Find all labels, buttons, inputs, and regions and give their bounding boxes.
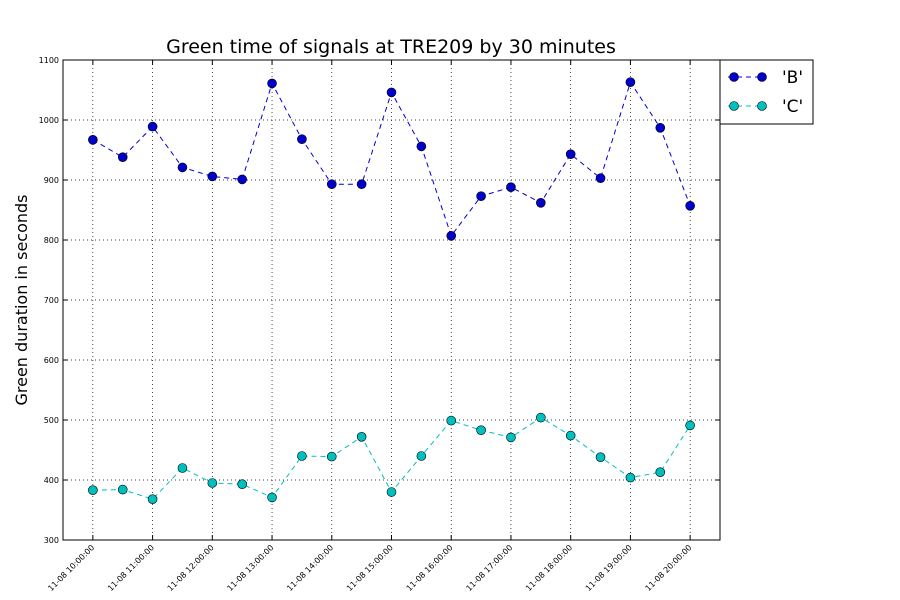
data-point — [267, 78, 277, 89]
data-point — [685, 201, 695, 211]
data-point — [117, 484, 128, 495]
data-point — [237, 174, 247, 185]
data-point — [655, 123, 666, 133]
data-point — [207, 478, 218, 488]
legend-marker — [757, 72, 767, 82]
x-tick-label: 11-08 10:00:00 — [46, 543, 96, 593]
data-point — [595, 452, 606, 463]
data-point — [267, 492, 277, 503]
chart-title: Green time of signals at TRE209 by 30 mi… — [166, 36, 616, 58]
y-tick-label: 700 — [44, 296, 59, 305]
series-group — [88, 77, 695, 505]
data-point — [655, 467, 666, 478]
data-point — [506, 432, 516, 443]
y-tick-label: 1100 — [39, 56, 59, 65]
y-tick-label: 800 — [44, 236, 59, 245]
x-tick-label: 11-08 12:00:00 — [166, 543, 216, 593]
y-tick-label: 300 — [44, 536, 59, 545]
data-point — [386, 87, 397, 98]
data-point — [147, 121, 158, 132]
data-point — [147, 494, 158, 505]
x-tick-label: 11-08 20:00:00 — [644, 543, 694, 593]
data-point — [88, 485, 98, 496]
data-point — [625, 472, 636, 483]
data-point — [446, 415, 457, 426]
data-point — [536, 412, 546, 423]
data-point — [237, 479, 247, 490]
data-point — [476, 191, 486, 201]
data-point — [536, 198, 546, 208]
data-point — [565, 149, 576, 159]
y-tick-label: 600 — [44, 356, 59, 365]
data-point — [356, 431, 367, 442]
y-tick-label: 1000 — [39, 116, 59, 125]
x-tick-label: 11-08 16:00:00 — [405, 543, 455, 593]
data-point — [685, 420, 695, 431]
x-tick-label: 11-08 11:00:00 — [106, 543, 156, 593]
data-point — [625, 77, 636, 87]
data-point — [177, 162, 188, 173]
y-tick-label: 500 — [44, 416, 59, 425]
data-point — [416, 141, 427, 152]
data-point — [177, 463, 188, 473]
data-point — [326, 451, 337, 462]
data-point — [595, 173, 606, 183]
y-tick-label: 900 — [44, 176, 59, 185]
axis-ticks: 300 400 500 600 700 800 900 1000 1100 11-08 10:00… — [39, 56, 720, 593]
x-tick-label: 11-08 19:00:00 — [584, 543, 634, 593]
data-point — [506, 182, 516, 192]
data-point — [297, 451, 307, 461]
legend-label: 'B' — [782, 68, 803, 88]
data-point — [297, 134, 307, 144]
legend-label: 'C' — [782, 97, 803, 117]
data-point — [386, 487, 397, 497]
data-point — [446, 231, 457, 241]
data-point — [88, 135, 98, 145]
legend-box — [719, 59, 814, 125]
legend: 'B' 'C' — [719, 59, 814, 125]
x-tick-label: 11-08 14:00:00 — [285, 543, 335, 593]
data-point — [117, 152, 128, 162]
x-tick-label: 11-08 15:00:00 — [345, 543, 395, 593]
data-point — [207, 171, 218, 182]
grid — [63, 60, 720, 540]
data-point — [565, 430, 576, 441]
data-point — [356, 179, 367, 189]
data-point — [416, 451, 427, 461]
y-axis-label: Green duration in seconds — [12, 194, 31, 405]
data-point — [476, 425, 486, 436]
legend-marker — [757, 101, 767, 111]
y-tick-label: 400 — [44, 476, 59, 485]
legend-marker — [729, 72, 739, 82]
x-tick-label: 11-08 18:00:00 — [524, 543, 574, 593]
data-point — [326, 179, 337, 189]
legend-marker — [729, 101, 739, 111]
x-tick-label: 11-08 13:00:00 — [225, 543, 275, 593]
x-tick-label: 11-08 17:00:00 — [464, 543, 514, 593]
